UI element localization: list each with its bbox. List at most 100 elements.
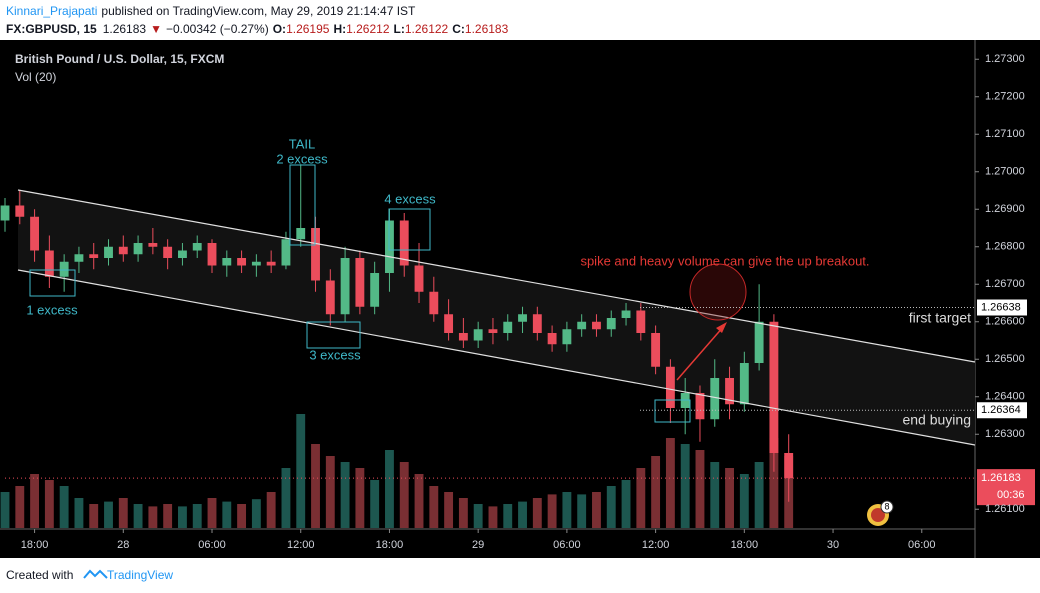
candle-body	[754, 321, 764, 363]
candle-body	[518, 314, 527, 322]
volume-bar	[399, 462, 409, 528]
price-label-bg	[977, 299, 1027, 316]
footer-brand[interactable]: TradingView	[107, 568, 173, 582]
arrow-head	[716, 322, 727, 333]
volume-bar	[414, 474, 424, 528]
x-tick-label: 29	[472, 539, 484, 551]
author[interactable]: Kinnari_Prajapati	[6, 4, 97, 18]
y-tick-label: 1.26700	[985, 278, 1025, 290]
annotation: 4 excess	[384, 191, 436, 206]
y-tick-label: 1.26400	[985, 391, 1025, 403]
header-line-1: Kinnari_Prajapati published on TradingVie…	[6, 4, 416, 18]
y-tick-label: 1.26300	[985, 428, 1025, 440]
volume-bar	[237, 504, 247, 528]
volume-bar	[59, 486, 69, 528]
channel-fill	[18, 190, 975, 445]
candle-body	[192, 243, 202, 251]
x-tick-label: 06:00	[908, 539, 936, 551]
x-tick-label: 30	[827, 539, 839, 551]
volume-bar	[651, 456, 661, 528]
volume-bar	[680, 444, 690, 528]
candle-body	[784, 453, 794, 479]
ohlc-key: O:	[273, 22, 286, 36]
volume-bar	[562, 492, 572, 528]
volume-bar	[754, 462, 764, 528]
annotation: first target	[909, 310, 971, 326]
y-tick-label: 1.27100	[985, 128, 1025, 140]
candle-body	[473, 329, 483, 341]
candle-body	[651, 333, 661, 367]
countdown: 00:36	[997, 489, 1025, 501]
volume-bar	[725, 468, 734, 528]
volume-bar	[695, 450, 705, 528]
candle-body	[163, 246, 173, 258]
candle-body	[311, 228, 320, 281]
last: 1.26183	[103, 22, 147, 36]
excess-boxes	[29, 164, 691, 423]
price-label: 1.26364	[981, 404, 1021, 416]
badge-bg	[880, 500, 894, 514]
footer-bg	[0, 558, 1040, 593]
box	[388, 208, 431, 251]
candle-body	[488, 329, 498, 333]
candle-body	[725, 378, 734, 405]
volume-bar	[104, 501, 113, 528]
volume-bar	[606, 486, 616, 528]
volume-bar	[355, 468, 365, 528]
candle-body	[532, 314, 542, 333]
candle-layer	[0, 164, 794, 502]
ohlc-value: 1.26212	[346, 22, 390, 36]
ohlc-value: 1.26122	[405, 22, 449, 36]
candle-body	[30, 216, 40, 251]
volume-bar	[133, 504, 143, 528]
volume-bar	[74, 498, 84, 528]
candle-body	[266, 261, 276, 266]
y-tick-label: 1.26900	[985, 203, 1025, 215]
candle-body	[665, 366, 675, 408]
spike-circle	[689, 263, 747, 321]
volume-bar	[532, 498, 542, 528]
x-tick-label: 06:00	[553, 539, 581, 551]
x-tick-label: 18:00	[731, 539, 759, 551]
volume-bar	[429, 486, 439, 528]
candle-body	[739, 363, 749, 405]
annotation: 3 excess	[309, 347, 361, 362]
volume-bar	[311, 444, 320, 528]
candle-body	[222, 258, 232, 266]
ohlc-key: H:	[333, 22, 346, 36]
volume-bar	[370, 480, 380, 528]
price-label-bg	[977, 402, 1027, 419]
volume-bar	[163, 504, 173, 528]
candle-body	[325, 280, 335, 315]
annotation: TAIL	[289, 136, 316, 151]
candle-body	[133, 243, 143, 255]
candle-body	[695, 393, 705, 420]
footer-prefix: Created with	[6, 568, 73, 582]
volume-bar	[251, 499, 261, 528]
ohlc-value: 1.26183	[465, 22, 509, 36]
candle-body	[89, 254, 99, 258]
box	[289, 164, 316, 246]
candle-body	[577, 321, 587, 330]
volume-bar	[739, 474, 749, 528]
channel-upper	[17, 189, 976, 363]
candle-body	[340, 258, 350, 315]
volume-bar	[710, 462, 720, 528]
candle-body	[562, 329, 572, 345]
y-tick-label: 1.27000	[985, 166, 1025, 178]
candle-body	[237, 258, 247, 266]
candle-body	[207, 243, 217, 266]
volume-bar	[592, 492, 601, 528]
volume-bar	[178, 506, 187, 528]
x-tick-label: 28	[117, 539, 129, 551]
candle-body	[414, 265, 424, 292]
y-tick-label: 1.26100	[985, 503, 1025, 515]
ideas-badge: 8	[884, 501, 889, 511]
candle-body	[15, 205, 25, 217]
volume-bar	[488, 506, 498, 528]
channel-lower	[17, 269, 976, 446]
chart-title: British Pound / U.S. Dollar, 15, FXCM	[15, 52, 224, 66]
volume-bar	[296, 414, 306, 528]
x-tick-label: 18:00	[376, 539, 404, 551]
candle-body	[281, 239, 291, 266]
